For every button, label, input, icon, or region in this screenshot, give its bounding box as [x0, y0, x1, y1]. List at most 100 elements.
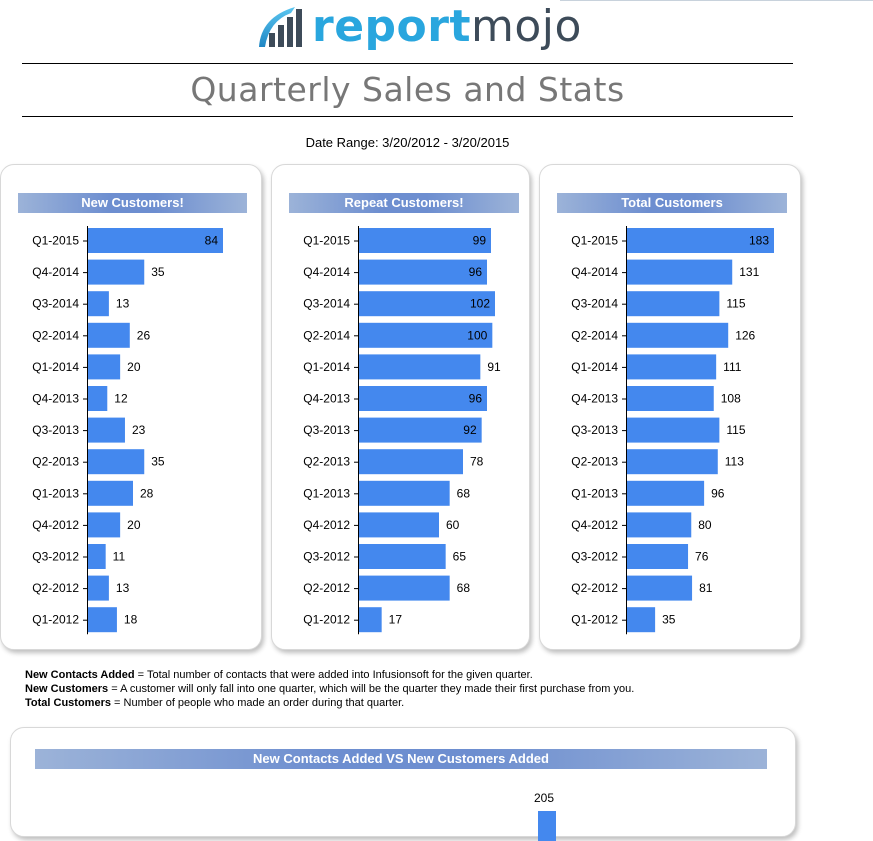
data-label: 35: [151, 455, 165, 469]
data-label: 60: [446, 518, 460, 532]
bar: [627, 354, 717, 380]
data-label: 26: [137, 328, 151, 342]
data-label: 205: [534, 791, 555, 805]
bar: [88, 480, 133, 506]
category-label: Q1-2014: [571, 360, 618, 374]
chart-repeat-customers: Q1-2015 99 Q4-2014 96 Q3-2014 102 Q2-2014 100 Q1…: [303, 226, 501, 635]
data-label: 17: [389, 613, 403, 627]
data-label: 84: [205, 234, 219, 248]
category-label: Q1-2015: [571, 234, 618, 248]
bar: [359, 228, 491, 253]
panel-header-repeat-customers: Repeat Customers!: [289, 193, 519, 213]
data-label: 68: [457, 486, 471, 500]
data-label: 96: [469, 392, 483, 406]
category-label: Q1-2013: [32, 486, 79, 500]
panel-new-customers: New Customers! Q1-2015 84 Q4-2014 35 Q3-2014…: [0, 164, 262, 650]
bar: [88, 417, 125, 443]
bar: [359, 322, 493, 348]
logo-wordmark: reportmojo: [312, 1, 582, 52]
category-label: Q1-2015: [32, 234, 79, 248]
category-label: Q2-2013: [32, 455, 79, 469]
bar: [88, 291, 109, 317]
note-term: New Customers: [25, 683, 109, 695]
bar: [359, 291, 495, 317]
category-label: Q3-2014: [571, 297, 618, 311]
bar: [627, 228, 774, 253]
data-label: 35: [151, 265, 165, 279]
bar: [88, 386, 108, 411]
panel-contacts-vs-customers: New Contacts Added VS New Customers Adde…: [10, 727, 796, 841]
data-label: 76: [695, 550, 709, 564]
data-label: 12: [114, 392, 128, 406]
panel-header-total-customers: Total Customers: [557, 193, 787, 213]
category-label: Q4-2014: [303, 265, 350, 279]
bar: [88, 354, 121, 380]
data-label: 126: [735, 328, 755, 342]
panel-header-new-customers: New Customers!: [18, 193, 247, 213]
data-label: 113: [725, 455, 744, 469]
category-label: Q3-2014: [32, 297, 79, 311]
data-label: 102: [470, 297, 490, 311]
note-new-contacts: New Contacts Added = Total number of con…: [25, 668, 634, 682]
category-label: Q3-2013: [32, 423, 79, 437]
category-label: Q2-2013: [571, 455, 618, 469]
logo-text-report: report: [312, 1, 471, 52]
bar: [627, 575, 693, 601]
note-total-customers: Total Customers = Number of people who m…: [25, 696, 634, 710]
definitions-notes: New Contacts Added = Total number of con…: [25, 668, 634, 710]
bar: [88, 575, 109, 601]
data-label: 20: [127, 518, 141, 532]
bar: [359, 449, 463, 475]
bar: [359, 417, 482, 443]
note-text: = A customer will only fall into one qua…: [108, 683, 635, 695]
category-label: Q1-2013: [571, 486, 618, 500]
data-label: 11: [113, 550, 126, 564]
panel-total-customers: Total Customers Q1-2015 183 Q4-2014 131 Q3-2…: [539, 164, 801, 650]
category-label: Q4-2014: [571, 265, 618, 279]
bar: [627, 417, 720, 443]
data-label: 23: [132, 423, 146, 437]
data-label: 183: [749, 234, 769, 248]
bar: [88, 449, 145, 475]
bar: [627, 291, 720, 317]
bar: [88, 259, 145, 285]
category-label: Q4-2014: [32, 265, 79, 279]
category-label: Q4-2013: [303, 392, 350, 406]
bar: [359, 607, 382, 633]
category-label: Q2-2012: [32, 581, 79, 595]
bar: [359, 480, 450, 506]
category-label: Q3-2012: [303, 550, 350, 564]
note-term: New Contacts Added: [25, 669, 135, 681]
category-label: Q3-2013: [303, 423, 350, 437]
data-label: 99: [473, 234, 487, 248]
data-label: 65: [453, 550, 467, 564]
bar: [627, 480, 705, 506]
category-label: Q3-2014: [303, 297, 350, 311]
category-label: Q3-2013: [571, 423, 618, 437]
data-label: 92: [463, 423, 477, 437]
data-label: 91: [487, 360, 501, 374]
bar: [359, 512, 439, 538]
data-label: 18: [124, 613, 138, 627]
reportmojo-logo: reportmojo: [255, 1, 581, 53]
bar: [88, 607, 117, 633]
title-top-rule: [22, 63, 793, 64]
page-title: Quarterly Sales and Stats: [190, 70, 625, 109]
note-term: Total Customers: [25, 697, 111, 709]
data-label: 20: [127, 360, 141, 374]
data-label: 115: [726, 297, 745, 311]
bar: [627, 259, 733, 285]
bar: [359, 354, 481, 380]
bar: [627, 322, 729, 348]
note-text: = Number of people who made an order dur…: [110, 697, 405, 709]
category-label: Q4-2013: [32, 392, 79, 406]
bar: [627, 449, 718, 475]
category-label: Q1-2012: [32, 613, 79, 627]
data-label: 78: [470, 455, 484, 469]
category-label: Q3-2012: [32, 550, 79, 564]
bar: [359, 386, 487, 411]
category-label: Q2-2014: [303, 328, 350, 342]
chart-new-customers: Q1-2015 84 Q4-2014 35 Q3-2014 13 Q2-2014 26 Q1-2…: [32, 226, 223, 635]
panel-header-contacts-vs-customers: New Contacts Added VS New Customers Adde…: [35, 749, 767, 769]
category-label: Q1-2014: [32, 360, 79, 374]
